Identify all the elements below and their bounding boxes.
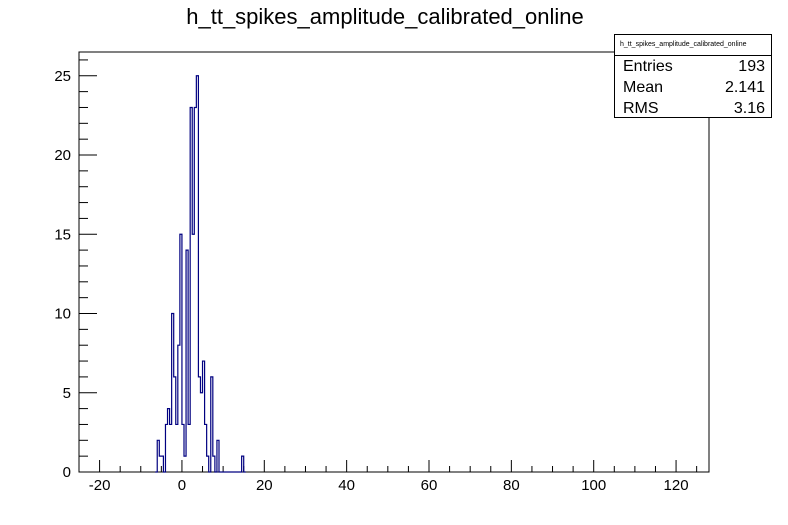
stats-title: h_tt_spikes_amplitude_calibrated_online bbox=[615, 35, 771, 56]
stats-value: 3.16 bbox=[733, 100, 765, 117]
x-tick-label: 80 bbox=[503, 477, 520, 494]
stats-row-entries: Entries 193 bbox=[615, 56, 771, 77]
stats-row-mean: Mean 2.141 bbox=[615, 77, 771, 98]
histogram-bin bbox=[176, 424, 178, 472]
plot-frame bbox=[78, 51, 710, 473]
x-tick-label: -20 bbox=[89, 477, 111, 494]
y-tick-label: 20 bbox=[54, 147, 71, 164]
histogram-bin bbox=[170, 424, 172, 472]
y-tick-label: 25 bbox=[54, 68, 71, 85]
histogram-bin bbox=[184, 456, 186, 472]
histogram-outline bbox=[155, 75, 246, 473]
histogram-bin bbox=[188, 424, 190, 472]
stats-row-rms: RMS 3.16 bbox=[615, 98, 771, 119]
histogram-bin bbox=[192, 234, 194, 472]
stats-label: Mean bbox=[623, 79, 664, 96]
x-tick-label: 0 bbox=[178, 477, 186, 494]
x-tick-label: 120 bbox=[664, 477, 689, 494]
histogram-bin bbox=[200, 393, 202, 472]
x-tick-label: 60 bbox=[421, 477, 438, 494]
stats-box: h_tt_spikes_amplitude_calibrated_online … bbox=[614, 34, 772, 118]
y-tick-label: 0 bbox=[63, 464, 71, 481]
stats-label: Entries bbox=[623, 58, 673, 75]
y-tick-label: 15 bbox=[54, 226, 71, 243]
stats-label: RMS bbox=[623, 100, 659, 117]
x-tick-label: 40 bbox=[338, 477, 355, 494]
chart-title: h_tt_spikes_amplitude_calibrated_online bbox=[186, 4, 584, 29]
y-tick-label: 5 bbox=[63, 385, 71, 402]
x-tick-label: 100 bbox=[581, 477, 606, 494]
axes: -20 0 20 40 60 80 100 120 0 5 10 15 20 25 bbox=[54, 51, 710, 494]
stats-value: 193 bbox=[738, 58, 765, 75]
y-tick-label: 10 bbox=[54, 306, 71, 323]
x-tick-label: 20 bbox=[256, 477, 273, 494]
stats-value: 2.141 bbox=[724, 79, 765, 96]
histogram-series bbox=[155, 75, 246, 473]
